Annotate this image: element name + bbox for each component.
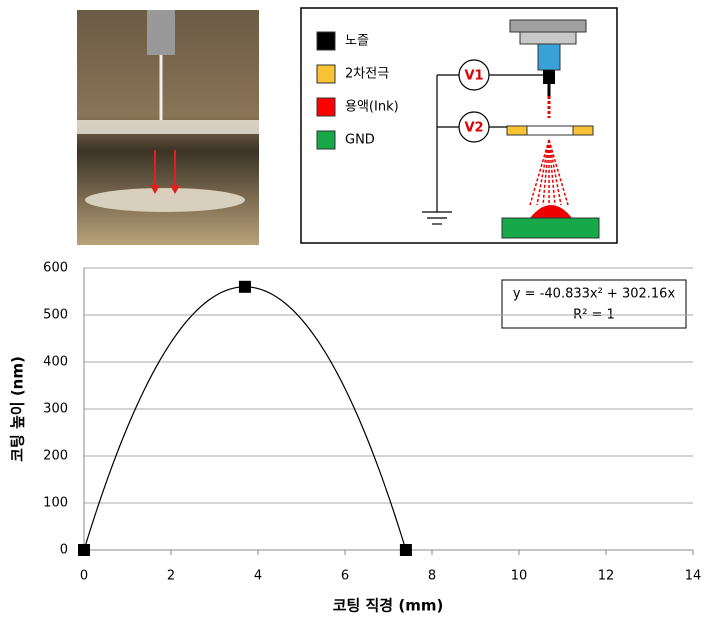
legend-label: 노즐 xyxy=(345,34,369,49)
photo xyxy=(77,10,259,245)
y-axis-title: 코팅 높이 (nm) xyxy=(9,356,27,462)
trendline-equation: y = -40.833x² + 302.16x xyxy=(513,287,676,302)
x-tick-label: 2 xyxy=(167,569,175,584)
x-tick-label: 6 xyxy=(341,569,349,584)
source-label: V2 xyxy=(464,121,483,136)
y-tick-label: 500 xyxy=(43,308,68,323)
x-tick-label: 14 xyxy=(685,569,702,584)
x-axis-title: 코팅 직경 (mm) xyxy=(333,597,444,615)
source-label: V1 xyxy=(464,69,483,84)
x-tick-label: 4 xyxy=(254,569,262,584)
data-point xyxy=(78,544,90,556)
legend-label: 2차전극 xyxy=(345,67,389,82)
legend-swatch xyxy=(317,65,335,83)
legend-swatch xyxy=(317,32,335,50)
x-tick-label: 0 xyxy=(80,569,88,584)
x-tick-label: 12 xyxy=(598,569,615,584)
figure: V1 V2 노즐 2차전극용액(Ink) GND y = -40.833x² + 3… xyxy=(0,0,704,620)
y-tick-label: 200 xyxy=(43,449,68,464)
y-tick-label: 300 xyxy=(43,402,68,417)
legend-label: 용액(Ink) xyxy=(345,100,399,115)
legend-swatch xyxy=(317,98,335,116)
x-tick-label: 10 xyxy=(511,569,528,584)
trendline xyxy=(84,287,406,550)
legend-label: GND xyxy=(345,133,375,148)
y-tick-label: 100 xyxy=(43,496,68,511)
data-point xyxy=(239,281,251,293)
y-tick-label: 400 xyxy=(43,355,68,370)
data-point xyxy=(400,544,412,556)
y-tick-label: 600 xyxy=(43,261,68,276)
legend-swatch xyxy=(317,131,335,149)
x-tick-label: 8 xyxy=(428,569,436,584)
y-tick-label: 0 xyxy=(60,543,68,558)
